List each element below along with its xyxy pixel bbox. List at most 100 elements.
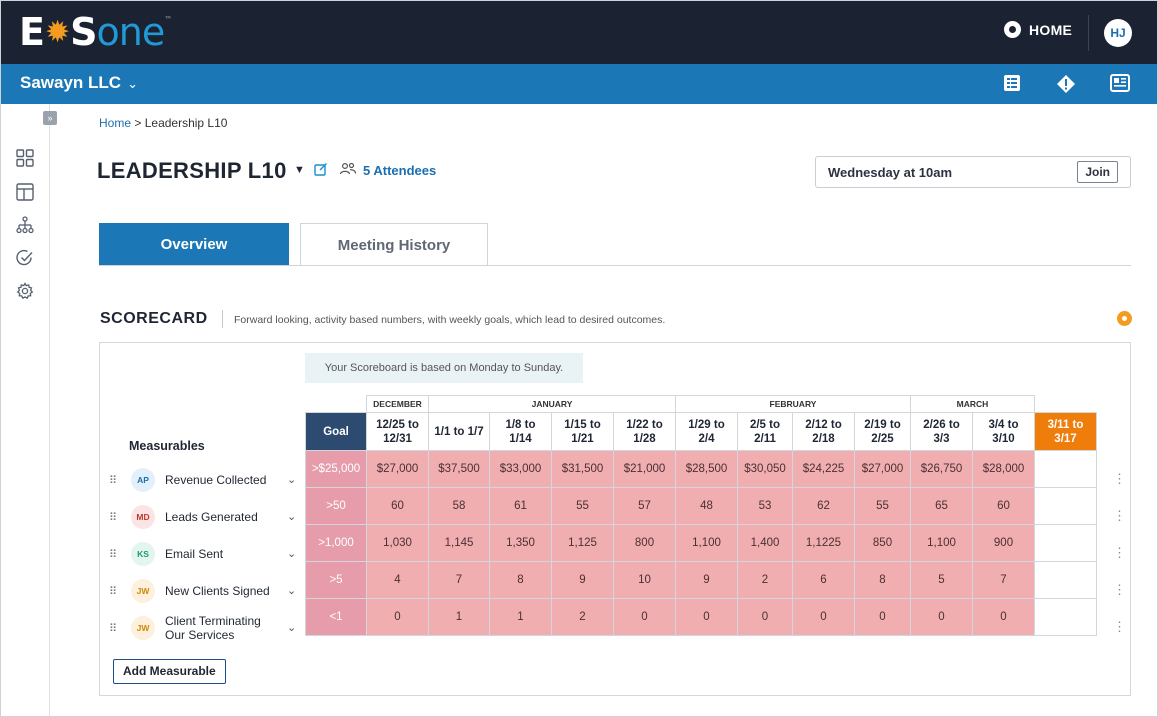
score-cell[interactable] <box>1034 450 1097 488</box>
score-cell[interactable] <box>1034 561 1097 599</box>
row-menu-icon[interactable]: ⋮ <box>1113 619 1126 634</box>
dashboard-grid-icon[interactable] <box>15 149 35 169</box>
score-cell[interactable]: 1,030 <box>366 524 429 562</box>
score-cell[interactable]: 9 <box>675 561 738 599</box>
row-menu-icon[interactable]: ⋮ <box>1113 582 1126 597</box>
score-cell[interactable]: 48 <box>675 487 738 525</box>
goal-cell[interactable]: >$25,000 <box>305 450 367 488</box>
score-cell[interactable] <box>1034 487 1097 525</box>
score-cell[interactable]: 0 <box>792 598 855 636</box>
measurable-label[interactable]: ⠿ JW Client Terminating Our Services ⌄ <box>109 610 296 646</box>
alert-diamond-icon[interactable] <box>1056 74 1076 94</box>
score-cell[interactable]: 57 <box>613 487 676 525</box>
score-cell[interactable]: 800 <box>613 524 676 562</box>
score-cell[interactable]: $28,500 <box>675 450 738 488</box>
score-cell[interactable]: 8 <box>854 561 911 599</box>
score-cell[interactable]: 60 <box>366 487 429 525</box>
score-cell[interactable]: 55 <box>551 487 614 525</box>
measurable-label[interactable]: ⠿ JW New Clients Signed ⌄ <box>109 573 296 609</box>
score-cell[interactable]: 4 <box>366 561 429 599</box>
drag-handle-icon[interactable]: ⠿ <box>109 511 117 524</box>
score-cell[interactable]: 1,125 <box>551 524 614 562</box>
score-cell[interactable]: 1,400 <box>737 524 793 562</box>
newspaper-icon[interactable] <box>1110 74 1130 94</box>
score-cell[interactable]: 0 <box>854 598 911 636</box>
score-cell[interactable]: 1 <box>489 598 552 636</box>
drag-handle-icon[interactable]: ⠿ <box>109 622 117 635</box>
tab-overview[interactable]: Overview <box>99 223 289 266</box>
score-cell[interactable]: $27,000 <box>854 450 911 488</box>
user-avatar[interactable]: HJ <box>1104 19 1132 47</box>
score-cell[interactable]: $24,225 <box>792 450 855 488</box>
add-measurable-button[interactable]: Add Measurable <box>113 659 226 684</box>
chevron-down-icon[interactable]: ⌄ <box>287 474 297 486</box>
goal-cell[interactable]: >1,000 <box>305 524 367 562</box>
layout-icon[interactable] <box>15 183 35 203</box>
title-dropdown-icon[interactable]: ▼ <box>294 164 305 176</box>
score-cell[interactable]: 1,100 <box>675 524 738 562</box>
check-circle-icon[interactable] <box>15 249 35 269</box>
score-cell[interactable]: 6 <box>792 561 855 599</box>
chevron-down-icon[interactable]: ⌄ <box>287 622 297 634</box>
drag-handle-icon[interactable]: ⠿ <box>109 548 117 561</box>
row-menu-icon[interactable]: ⋮ <box>1113 545 1126 560</box>
score-cell[interactable]: 62 <box>792 487 855 525</box>
row-menu-icon[interactable]: ⋮ <box>1113 508 1126 523</box>
score-cell[interactable]: 0 <box>366 598 429 636</box>
attendees-link[interactable]: 5 Attendees <box>363 163 437 178</box>
score-cell[interactable]: $26,750 <box>910 450 973 488</box>
score-cell[interactable]: 2 <box>551 598 614 636</box>
score-cell[interactable]: 5 <box>910 561 973 599</box>
measurable-label[interactable]: ⠿ MD Leads Generated ⌄ <box>109 499 296 535</box>
score-cell[interactable]: 1,1225 <box>792 524 855 562</box>
scorecard-settings-icon[interactable] <box>1117 311 1132 326</box>
gear-icon[interactable] <box>15 282 35 302</box>
score-cell[interactable]: 2 <box>737 561 793 599</box>
chevron-down-icon[interactable]: ⌄ <box>287 548 297 560</box>
score-cell[interactable]: $27,000 <box>366 450 429 488</box>
score-cell[interactable]: 65 <box>910 487 973 525</box>
score-cell[interactable]: 1 <box>428 598 490 636</box>
score-cell[interactable] <box>1034 598 1097 636</box>
edit-icon[interactable] <box>314 162 328 179</box>
breadcrumb-home-link[interactable]: Home <box>99 116 132 130</box>
org-chart-icon[interactable] <box>15 216 35 236</box>
score-cell[interactable]: 0 <box>910 598 973 636</box>
score-cell[interactable]: 53 <box>737 487 793 525</box>
checklist-icon[interactable] <box>1002 74 1022 94</box>
tab-meeting-history[interactable]: Meeting History <box>300 223 488 266</box>
score-cell[interactable]: 61 <box>489 487 552 525</box>
score-cell[interactable]: 10 <box>613 561 676 599</box>
score-cell[interactable]: 9 <box>551 561 614 599</box>
home-link[interactable]: HOME <box>1004 21 1072 38</box>
drag-handle-icon[interactable]: ⠿ <box>109 585 117 598</box>
score-cell[interactable]: 60 <box>972 487 1035 525</box>
score-cell[interactable]: 1,350 <box>489 524 552 562</box>
score-cell[interactable]: $28,000 <box>972 450 1035 488</box>
measurable-label[interactable]: ⠿ AP Revenue Collected ⌄ <box>109 462 296 498</box>
score-cell[interactable]: $33,000 <box>489 450 552 488</box>
expand-sidebar-icon[interactable]: » <box>43 111 57 125</box>
goal-cell[interactable]: <1 <box>305 598 367 636</box>
join-button[interactable]: Join <box>1077 161 1118 183</box>
score-cell[interactable]: 900 <box>972 524 1035 562</box>
org-selector[interactable]: Sawayn LLC ⌄ <box>20 73 138 93</box>
score-cell[interactable]: 8 <box>489 561 552 599</box>
score-cell[interactable]: 7 <box>428 561 490 599</box>
score-cell[interactable]: $21,000 <box>613 450 676 488</box>
chevron-down-icon[interactable]: ⌄ <box>287 511 297 523</box>
score-cell[interactable]: 7 <box>972 561 1035 599</box>
score-cell[interactable] <box>1034 524 1097 562</box>
score-cell[interactable]: 0 <box>675 598 738 636</box>
score-cell[interactable]: $31,500 <box>551 450 614 488</box>
goal-cell[interactable]: >50 <box>305 487 367 525</box>
goal-cell[interactable]: >5 <box>305 561 367 599</box>
score-cell[interactable]: 0 <box>972 598 1035 636</box>
row-menu-icon[interactable]: ⋮ <box>1113 471 1126 486</box>
score-cell[interactable]: 1,100 <box>910 524 973 562</box>
measurable-label[interactable]: ⠿ KS Email Sent ⌄ <box>109 536 296 572</box>
drag-handle-icon[interactable]: ⠿ <box>109 474 117 487</box>
score-cell[interactable]: 850 <box>854 524 911 562</box>
score-cell[interactable]: 0 <box>737 598 793 636</box>
score-cell[interactable]: 1,145 <box>428 524 490 562</box>
